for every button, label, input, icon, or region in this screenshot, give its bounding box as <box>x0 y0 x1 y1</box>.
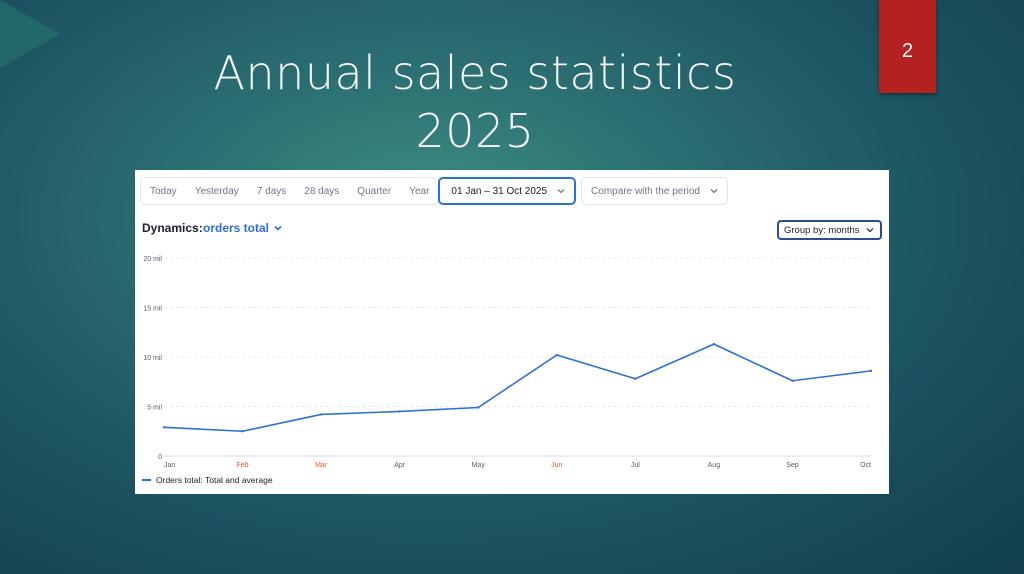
series-line <box>163 343 872 433</box>
data-point <box>241 430 244 433</box>
orders-line-chart: 0 5 mil 10 mil 15 mil 20 mil Jan Feb Mar Apr May J… <box>143 256 873 469</box>
page-number: 2 <box>901 40 914 62</box>
period-tabs: Today Yesterday 7 days 28 days Quarter Y… <box>140 177 440 205</box>
tab-quarter[interactable]: Quarter <box>357 185 392 197</box>
x-tick-label: Apr <box>394 462 406 469</box>
tab-7-days[interactable]: 7 days <box>256 185 287 197</box>
chevron-down-icon <box>709 186 719 196</box>
x-tick-label: Aug <box>708 462 721 469</box>
chevron-down-icon <box>865 225 875 235</box>
data-point <box>162 426 166 429</box>
compare-period-label: Compare with the period <box>591 185 700 197</box>
x-tick-label: Jul <box>631 462 640 469</box>
compare-period-select[interactable]: Compare with the period <box>581 177 728 205</box>
x-tick-label: Oct <box>860 462 871 469</box>
date-range-value: 01 Jan – 31 Oct 2025 <box>451 185 548 197</box>
metric-dropdown[interactable]: orders total <box>203 221 283 235</box>
group-by-select[interactable]: Group by: months <box>777 220 882 240</box>
data-point <box>555 353 558 357</box>
tab-year[interactable]: Year <box>409 185 430 197</box>
x-tick-label: Jun <box>551 462 562 469</box>
period-toolbar: Today Yesterday 7 days 28 days Quarter Y… <box>140 177 728 205</box>
legend-swatch <box>142 479 151 481</box>
data-point <box>712 342 716 346</box>
data-point <box>791 379 794 382</box>
data-point <box>477 406 480 409</box>
y-tick-label: 20 mil <box>143 256 162 263</box>
slide-title-line1: Annual sales statistics <box>213 46 737 100</box>
y-tick-label: 15 mil <box>143 306 162 313</box>
x-tick-label: May <box>472 462 486 469</box>
data-point <box>634 377 637 380</box>
x-tick-label: Feb <box>237 462 249 469</box>
tab-28-days[interactable]: 28 days <box>304 185 340 197</box>
chevron-down-icon <box>556 186 566 196</box>
data-point <box>319 413 323 416</box>
chevron-down-icon <box>273 223 283 233</box>
legend-label: Orders total: Total and average <box>156 475 273 485</box>
x-tick-label: Mar <box>315 462 328 469</box>
tab-today[interactable]: Today <box>150 185 177 197</box>
tab-yesterday[interactable]: Yesterday <box>194 185 239 197</box>
data-point <box>869 369 873 373</box>
dynamics-label: Dynamics: <box>142 221 203 235</box>
slide-title: Annual sales statistics 2025 <box>200 44 750 160</box>
group-by-value: Group by: months <box>784 224 860 236</box>
data-point <box>398 410 401 413</box>
y-tick-label: 5 mil <box>147 405 162 412</box>
x-tick-label: Sep <box>786 462 799 469</box>
y-tick-label: 0 <box>158 454 162 461</box>
analytics-panel: Today Yesterday 7 days 28 days Quarter Y… <box>135 170 889 494</box>
y-tick-label: 10 mil <box>143 355 162 362</box>
slide-title-line2: 2025 <box>415 104 535 158</box>
chart-legend: Orders total: Total and average <box>142 475 273 485</box>
metric-value: orders total <box>203 221 270 235</box>
corner-decoration <box>0 0 60 68</box>
page-number-badge: 2 <box>879 0 936 93</box>
date-range-select[interactable]: 01 Jan – 31 Oct 2025 <box>438 177 577 205</box>
x-tick-label: Jan <box>164 462 175 469</box>
